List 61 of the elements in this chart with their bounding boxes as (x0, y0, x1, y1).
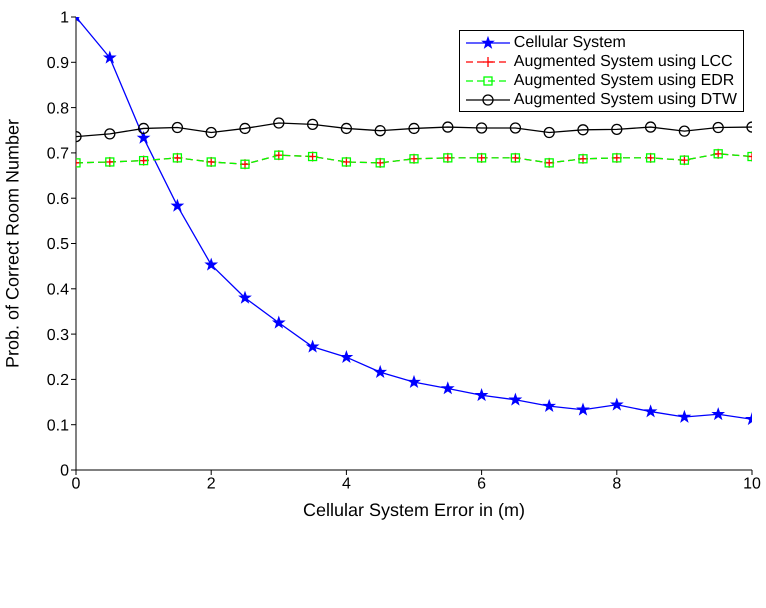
y-tick-label: 0.9 (46, 54, 70, 72)
legend-label: Augmented System using DTW (514, 90, 737, 108)
point (476, 122, 488, 134)
y-tick-label: 1 (60, 10, 70, 27)
point (172, 122, 184, 134)
y-tick-label: 0.5 (46, 236, 70, 254)
point (374, 125, 386, 136)
y-tick-label: 0.6 (46, 190, 70, 208)
point (104, 51, 116, 64)
x-axis-title: Cellular System Error in (m) (302, 500, 526, 520)
y-tick-label: 0.1 (46, 417, 70, 434)
point (442, 382, 454, 394)
x-tick-label: 2 (206, 475, 216, 492)
y-tick-label: 0.7 (46, 146, 70, 163)
point (171, 200, 184, 212)
y-tick-label: 0.8 (46, 100, 70, 118)
point (678, 410, 691, 422)
point (408, 376, 420, 388)
point (475, 388, 488, 401)
point (610, 398, 623, 410)
point (644, 121, 656, 133)
point (238, 291, 252, 304)
point (408, 122, 420, 134)
point (577, 124, 589, 136)
point (543, 400, 556, 412)
point (306, 340, 319, 352)
point (273, 117, 284, 129)
point (272, 316, 285, 328)
point (576, 403, 590, 416)
point (206, 126, 217, 138)
point (340, 350, 353, 362)
point (509, 393, 522, 406)
y-axis-title: Prob. of Correct Room Number (2, 118, 22, 368)
point (510, 122, 522, 134)
point (205, 258, 218, 270)
y-tick-label: 0 (60, 462, 70, 480)
point (104, 128, 116, 140)
point (138, 122, 150, 134)
point (306, 118, 318, 130)
legend-label: Augmented System using EDR (514, 72, 734, 90)
point (137, 132, 150, 144)
legend-label: Cellular System (514, 34, 626, 52)
y-tick-label: 0.3 (46, 326, 70, 344)
point (544, 126, 555, 138)
legend-label: Augmented System using LCC (514, 52, 733, 70)
point (611, 124, 622, 135)
point (374, 366, 386, 378)
x-tick-label: 0 (72, 475, 81, 492)
x-tick-label: 6 (477, 475, 486, 492)
y-tick-label: 0.4 (46, 281, 70, 298)
x-tick-label: 8 (612, 475, 622, 492)
point (442, 121, 454, 133)
point (644, 405, 657, 417)
y-tick-label: 0.2 (46, 372, 70, 390)
point (712, 408, 724, 420)
point (239, 122, 251, 134)
x-tick-label: 4 (342, 475, 351, 492)
point (340, 122, 352, 134)
x-tick-label: 10 (743, 475, 761, 492)
point (678, 126, 690, 137)
point (712, 122, 724, 134)
